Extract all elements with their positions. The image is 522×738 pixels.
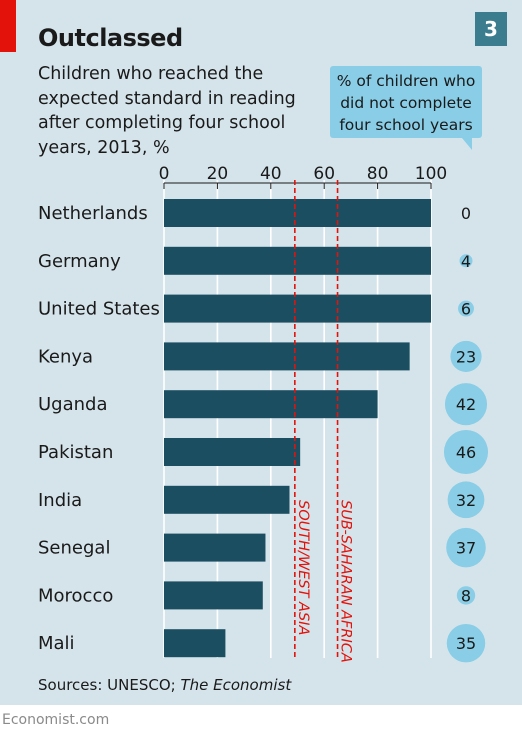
source-note: Sources: UNESCO; The Economist	[38, 676, 291, 694]
bar	[164, 199, 431, 227]
bubble-column-header: % of children who did not complete four …	[330, 66, 482, 138]
bar	[164, 246, 431, 275]
category-label: Kenya	[38, 346, 93, 367]
category-label: Germany	[38, 251, 121, 272]
bar	[164, 390, 378, 419]
category-label: Morocco	[38, 585, 113, 606]
bubble	[447, 481, 485, 519]
category-label: Netherlands	[38, 203, 148, 224]
bar	[164, 533, 266, 562]
bar	[164, 581, 263, 610]
x-tick-label: 40	[260, 164, 282, 184]
source-label: Sources: UNESCO;	[38, 676, 176, 694]
category-label: Senegal	[38, 538, 110, 559]
category-label: Uganda	[38, 394, 108, 415]
x-tick-label: 0	[159, 164, 170, 184]
x-tick-label: 100	[415, 164, 447, 184]
bubble	[450, 340, 482, 372]
bubble-value-label: 32	[456, 491, 476, 510]
x-tick-label: 60	[313, 164, 335, 184]
bubble-value-label: 8	[461, 586, 471, 605]
bubble-value-label: 6	[461, 300, 471, 319]
bubble	[444, 383, 488, 426]
bar	[164, 485, 290, 514]
x-tick-label: 80	[367, 164, 389, 184]
bubble-value-label: 42	[456, 395, 476, 414]
red-accent-tab	[0, 0, 16, 52]
bubble-header-pointer	[462, 138, 472, 150]
bubble	[443, 429, 489, 475]
bar	[164, 438, 301, 466]
category-label: India	[38, 490, 82, 511]
bubble	[459, 254, 473, 268]
bar	[164, 629, 226, 658]
bubble	[456, 586, 476, 605]
source-publisher: The Economist	[180, 676, 292, 694]
bar	[164, 294, 431, 323]
category-label: Pakistan	[38, 442, 113, 463]
bubble-value-label: 4	[461, 252, 471, 271]
x-tick-label: 20	[207, 164, 229, 184]
category-label: Mali	[38, 633, 75, 654]
bubble-value-label: 35	[456, 634, 476, 653]
bar	[164, 342, 410, 371]
chart-number-badge: 3	[475, 12, 507, 46]
chart-title: Outclassed	[38, 24, 183, 52]
site-footer: Economist.com	[2, 712, 110, 728]
bubble	[446, 527, 486, 568]
bubble-value-label: 23	[456, 347, 476, 366]
bubble	[446, 623, 486, 663]
bubble-value-label: 0	[461, 204, 471, 223]
category-label: United States	[38, 299, 160, 320]
bubble-value-label: 46	[456, 443, 476, 462]
chart-subtitle: Children who reached the expected standa…	[38, 64, 296, 158]
reference-line-label: SUB-SAHARAN AFRICA	[338, 500, 354, 663]
bubble	[458, 300, 474, 317]
reference-line-label: SOUTH/WEST ASIA	[295, 500, 311, 635]
bubble-value-label: 37	[456, 539, 476, 558]
